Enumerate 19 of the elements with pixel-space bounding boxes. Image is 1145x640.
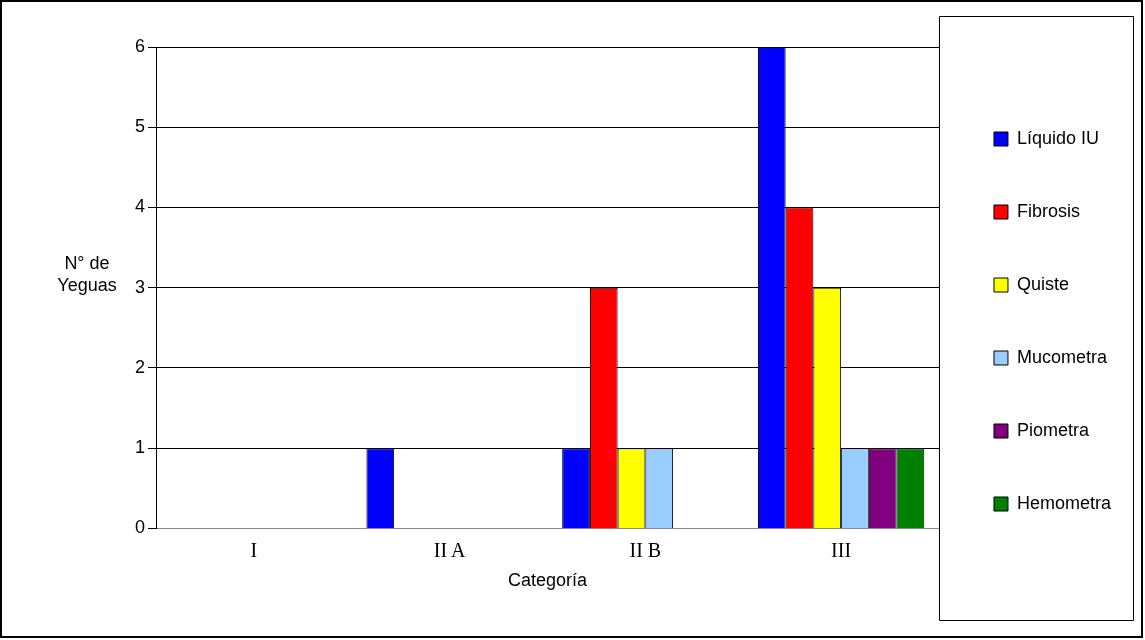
legend-label: Fibrosis: [1016, 200, 1080, 221]
x-tick-label: II B: [629, 538, 662, 561]
y-axis-title: N° de Yeguas: [56, 252, 118, 296]
legend-label: Piometra: [1016, 419, 1090, 440]
y-tick-label: 6: [135, 35, 146, 56]
y-tick-label: 2: [135, 356, 146, 377]
y-tick-label: 4: [135, 196, 146, 217]
y-tick-label: 1: [135, 437, 146, 458]
y-tick-label: 3: [135, 276, 146, 297]
legend-label: Líquido IU: [1016, 127, 1100, 148]
legend-label: Hemometra: [1016, 492, 1112, 513]
y-tick-label: 5: [135, 116, 146, 137]
x-tick-label: II A: [433, 538, 466, 561]
legend-label: Quiste: [1016, 273, 1070, 294]
x-tick-label: III: [831, 538, 852, 561]
x-tick-label: I: [250, 538, 258, 561]
y-tick-label: 0: [135, 517, 146, 538]
legend-label: Mucometra: [1016, 346, 1108, 367]
x-axis-title: Categoría: [507, 570, 588, 591]
